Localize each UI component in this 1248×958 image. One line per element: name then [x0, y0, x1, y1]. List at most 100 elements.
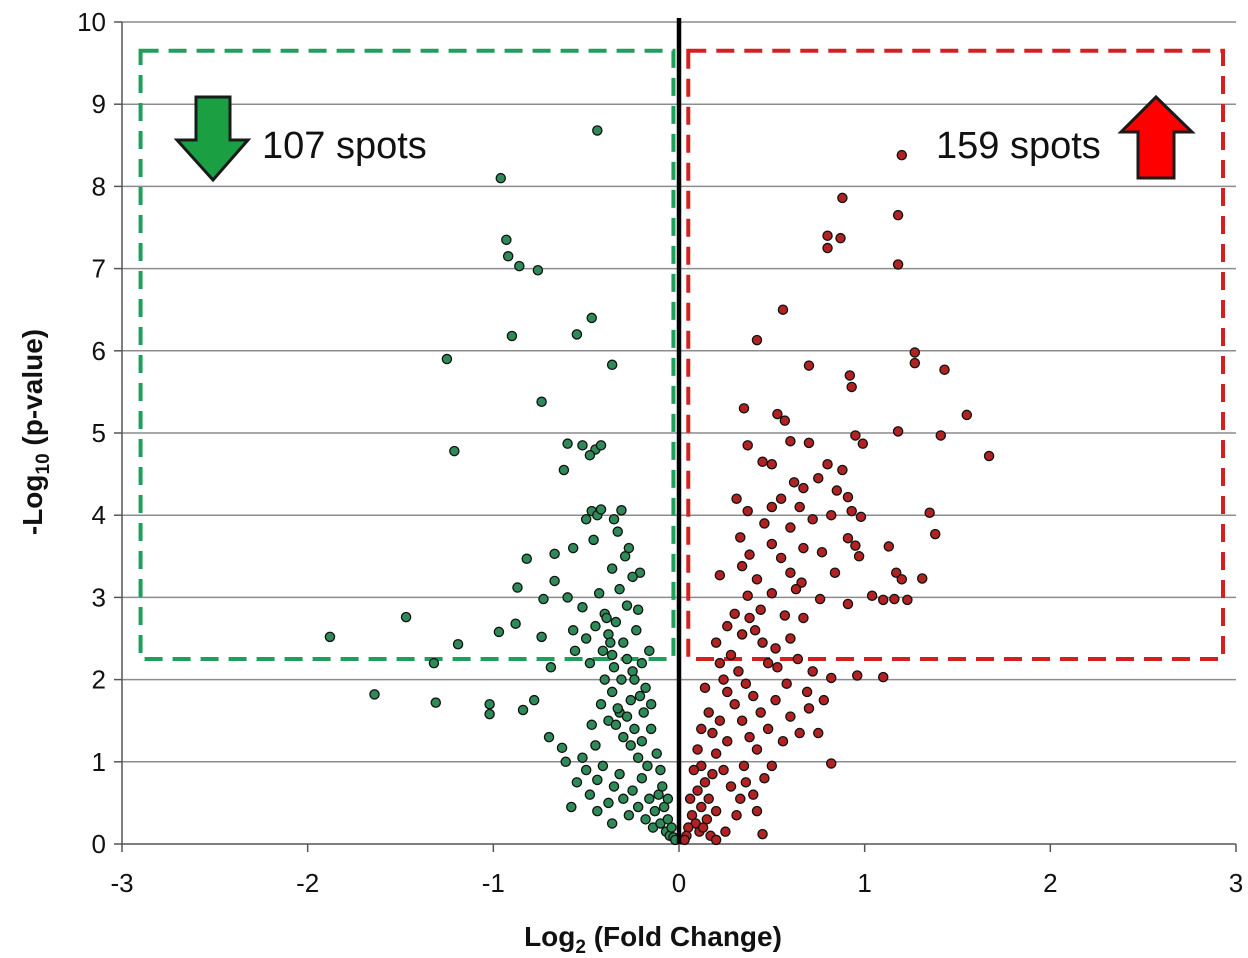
up-point-65 — [890, 567, 902, 578]
down-point-119 — [629, 674, 640, 685]
up-point-50 — [735, 532, 746, 543]
up-point-40 — [794, 501, 805, 513]
y-tick-label-9: 9 — [92, 89, 106, 119]
down-point-118 — [634, 690, 646, 702]
up-point-107 — [785, 711, 796, 722]
y-tick-label-8: 8 — [92, 171, 106, 201]
down-point-13 — [562, 438, 573, 449]
down-point-133 — [560, 756, 571, 768]
down-point-132 — [566, 801, 577, 813]
up-point-43 — [846, 505, 857, 517]
down-point-78 — [618, 731, 629, 743]
up-point-144 — [697, 822, 709, 833]
up-point-48 — [842, 532, 854, 544]
down-point-35 — [510, 618, 521, 629]
up-point-54 — [850, 540, 861, 551]
up-point-74 — [877, 594, 889, 606]
down-point-10 — [606, 359, 618, 371]
down-point-121 — [621, 653, 633, 665]
up-point-61 — [785, 567, 796, 578]
up-point-44 — [855, 511, 867, 523]
up-point-118 — [699, 682, 711, 694]
up-point-98 — [736, 715, 748, 726]
down-point-131 — [632, 604, 644, 615]
down-point-46 — [528, 694, 540, 706]
up-point-147 — [720, 826, 731, 837]
down-point-89 — [584, 789, 596, 800]
down-point-56 — [593, 588, 605, 599]
up-point-29 — [822, 458, 833, 470]
up-point-132 — [710, 805, 722, 817]
y-tick-label-1: 1 — [92, 747, 106, 777]
y-tick-label-3: 3 — [92, 582, 106, 612]
down-point-75 — [606, 686, 618, 698]
up-point-59 — [714, 569, 726, 581]
down-point-113 — [655, 764, 666, 776]
up-point-100 — [744, 731, 755, 743]
down-point-93 — [608, 781, 620, 792]
up-point-56 — [744, 549, 755, 560]
up-point-156 — [801, 686, 813, 698]
up-point-30 — [837, 464, 848, 476]
down-point-1 — [495, 172, 507, 184]
up-point-136 — [684, 793, 696, 805]
up-point-22 — [857, 438, 869, 449]
up-point-119 — [703, 707, 714, 718]
down-point-34 — [536, 631, 547, 643]
down-point-120 — [625, 694, 636, 706]
up-point-69 — [766, 588, 778, 599]
up-point-111 — [825, 758, 837, 769]
down-point-97 — [627, 785, 638, 796]
up-point-83 — [757, 637, 768, 648]
x-tick-label-1: 1 — [857, 868, 871, 898]
down-point-27 — [549, 548, 560, 560]
down-point-23 — [616, 505, 627, 516]
down-point-24 — [580, 514, 592, 525]
up-point-55 — [883, 541, 895, 552]
up-point-67 — [916, 573, 928, 584]
up-point-116 — [751, 805, 763, 817]
down-point-32 — [538, 593, 549, 605]
down-point-123 — [612, 703, 623, 714]
up-point-13 — [844, 370, 856, 381]
down-point-16 — [595, 440, 607, 451]
up-point-110 — [813, 727, 824, 739]
up-point-130 — [703, 793, 714, 805]
up-point-99 — [740, 678, 752, 689]
x-tick-label-2: 2 — [1043, 868, 1057, 898]
down-point-2 — [501, 234, 512, 246]
up-point-75 — [889, 593, 900, 605]
y-tick-label-0: 0 — [92, 829, 106, 859]
up-point-49 — [929, 528, 941, 540]
down-point-136 — [657, 781, 668, 792]
up-point-12 — [939, 364, 950, 375]
down-point-59 — [606, 649, 618, 661]
down-point-126 — [601, 612, 612, 624]
up-point-153 — [772, 662, 783, 673]
down-point-128 — [619, 551, 631, 562]
up-point-7 — [777, 304, 789, 315]
up-point-93 — [718, 674, 729, 685]
up-point-133 — [688, 764, 700, 776]
up-point-122 — [714, 715, 726, 726]
down-point-26 — [567, 542, 579, 554]
up-point-81 — [722, 620, 733, 632]
up-point-10 — [909, 357, 921, 369]
down-threshold-box — [138, 48, 676, 662]
down-point-130 — [627, 571, 638, 583]
down-point-66 — [631, 625, 642, 636]
up-point-135 — [696, 801, 707, 813]
down-point-44 — [484, 708, 495, 720]
down-point-87 — [577, 752, 588, 763]
down-point-25 — [588, 534, 599, 546]
down-point-42 — [430, 697, 442, 708]
up-point-11 — [803, 360, 815, 371]
up-point-14 — [846, 381, 857, 393]
down-point-95 — [618, 793, 629, 805]
up-point-15 — [738, 403, 750, 414]
down-point-70 — [644, 645, 655, 657]
x-tick-label--3: -3 — [110, 868, 133, 898]
down-point-22 — [608, 514, 620, 525]
up-point-38 — [742, 505, 753, 517]
up-point-125 — [725, 781, 737, 792]
